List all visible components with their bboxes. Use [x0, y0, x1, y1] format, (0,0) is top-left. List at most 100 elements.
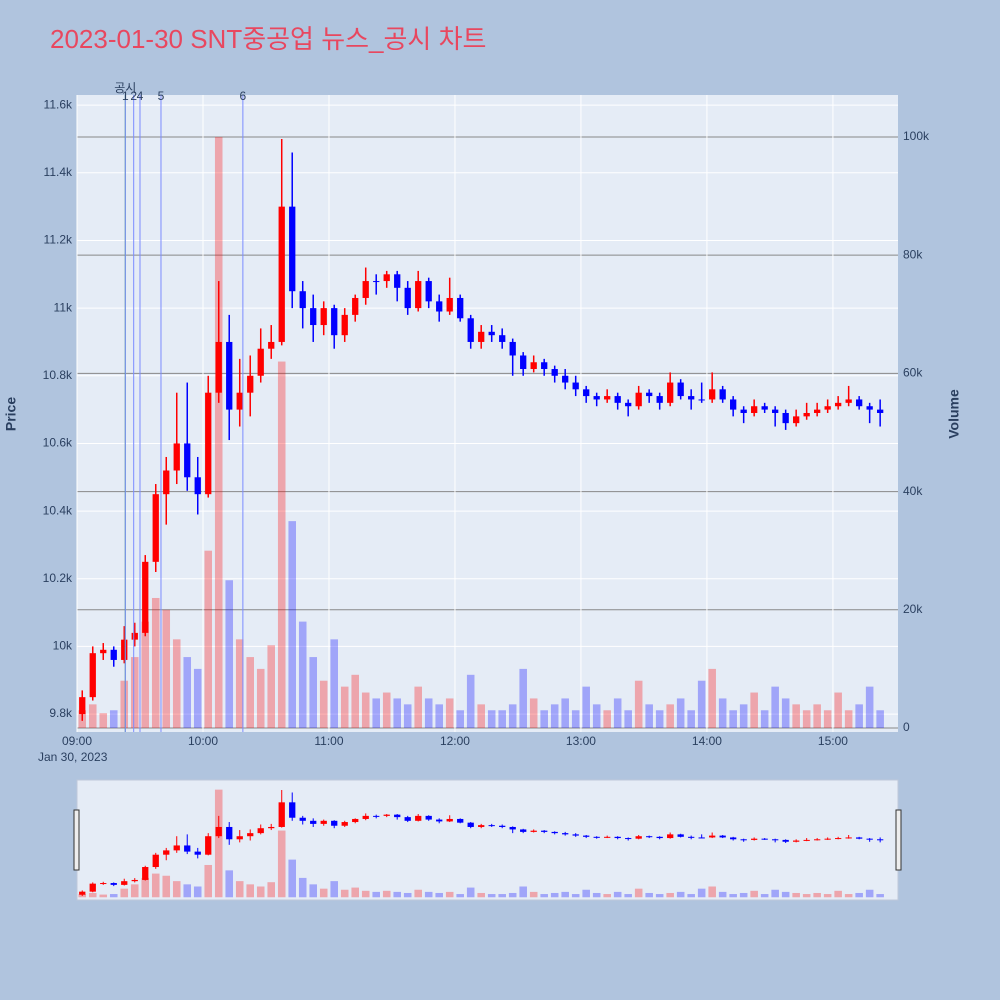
- y-tick-label: 11k: [54, 300, 73, 314]
- candle-body: [268, 826, 275, 829]
- candle-body: [551, 831, 558, 834]
- candle-body: [877, 839, 884, 841]
- candle-body: [509, 826, 516, 830]
- candle-body: [572, 382, 579, 390]
- volume-bar: [435, 892, 443, 898]
- volume-bar: [435, 704, 443, 728]
- volume-bar: [687, 710, 695, 728]
- volume-bar: [603, 894, 611, 898]
- range-handle[interactable]: [73, 809, 80, 871]
- volume-bar: [634, 680, 643, 728]
- candle-body: [803, 412, 810, 417]
- volume-bar: [162, 875, 171, 898]
- candle-body: [656, 836, 663, 839]
- volume-bar: [319, 680, 328, 728]
- volume-bar: [655, 710, 664, 728]
- candle-body: [814, 839, 821, 841]
- candle-body: [530, 362, 537, 370]
- y2-axis-title: Volume: [946, 389, 962, 439]
- candle-body: [320, 308, 327, 326]
- volume-bar: [414, 686, 422, 728]
- candle-body: [667, 382, 674, 403]
- y-tick-label: 11.4k: [44, 165, 73, 179]
- candle-body: [730, 837, 737, 840]
- candle-body: [299, 817, 306, 821]
- candle-body: [110, 883, 117, 885]
- candle-body: [341, 822, 348, 826]
- candle-body: [352, 297, 359, 315]
- volume-bar: [330, 881, 338, 898]
- volume-bar: [697, 680, 706, 728]
- chart-title: 2023-01-30 SNT중공업 뉴스_공시 차트: [50, 24, 486, 54]
- event-label: 5: [158, 89, 165, 103]
- volume-bar: [204, 550, 213, 728]
- volume-bar: [519, 668, 527, 728]
- volume-bar: [235, 881, 244, 898]
- volume-bar: [424, 698, 433, 728]
- candle-body: [247, 833, 254, 837]
- candle-body: [446, 818, 453, 822]
- candle-body: [677, 382, 684, 397]
- candle-body: [425, 815, 432, 820]
- volume-bar: [739, 704, 748, 728]
- volume-bar: [718, 698, 727, 728]
- candle-body: [677, 834, 684, 837]
- volume-bar: [687, 894, 695, 898]
- volume-bar: [498, 894, 506, 898]
- candle-body: [730, 399, 737, 410]
- candle-body: [646, 836, 653, 838]
- volume-bar: [697, 888, 706, 898]
- volume-bar: [603, 710, 611, 728]
- volume-bar: [781, 698, 790, 728]
- candle-body: [856, 399, 863, 407]
- volume-bar: [466, 674, 475, 728]
- range-slider[interactable]: [76, 779, 899, 901]
- candle-body: [583, 835, 590, 837]
- candle-body: [268, 341, 275, 349]
- candle-body: [698, 837, 705, 839]
- candle-body: [740, 839, 747, 841]
- volume-bar: [130, 884, 139, 898]
- volume-bar: [340, 889, 349, 898]
- candle-body: [824, 406, 831, 410]
- candle-body: [772, 409, 779, 413]
- candle-body: [184, 845, 191, 852]
- volume-bar: [508, 704, 517, 728]
- event-label: 1: [122, 89, 129, 103]
- volume-bar: [855, 704, 863, 728]
- candle-body: [562, 375, 569, 383]
- x-tick-label: 14:00: [692, 734, 722, 748]
- volume-bar: [456, 710, 464, 728]
- x-tick-label: 09:00: [62, 734, 92, 748]
- candle-body: [394, 814, 401, 818]
- candle-body: [593, 836, 600, 838]
- candle-body: [404, 287, 411, 309]
- event-label: 공시: [114, 81, 136, 95]
- candle-body: [446, 297, 453, 312]
- candle-body: [310, 820, 317, 824]
- candle-body: [856, 837, 863, 839]
- y-axis-title: Price: [3, 397, 19, 431]
- candle-body: [226, 826, 233, 840]
- candle-body: [404, 817, 411, 821]
- volume-bar: [718, 891, 727, 898]
- candle-body: [163, 850, 170, 855]
- candle-body: [688, 836, 695, 838]
- candle-body: [331, 820, 338, 826]
- y2-tick-label: 20k: [903, 602, 923, 616]
- volume-bar: [750, 890, 758, 898]
- volume-bar: [813, 892, 821, 898]
- candle-body: [236, 392, 243, 410]
- range-handle[interactable]: [895, 809, 902, 871]
- volume-bar: [99, 713, 108, 728]
- y2-tick-label: 60k: [903, 366, 923, 380]
- candle-body: [173, 443, 180, 471]
- volume-bar: [823, 894, 832, 898]
- volume-bar: [676, 698, 685, 728]
- volume-bar: [792, 892, 800, 898]
- event-label: 4: [137, 89, 144, 103]
- y-tick-label: 11.6k: [44, 97, 73, 111]
- volume-bar: [361, 890, 370, 898]
- volume-bar: [235, 639, 244, 728]
- volume-bar: [88, 892, 97, 898]
